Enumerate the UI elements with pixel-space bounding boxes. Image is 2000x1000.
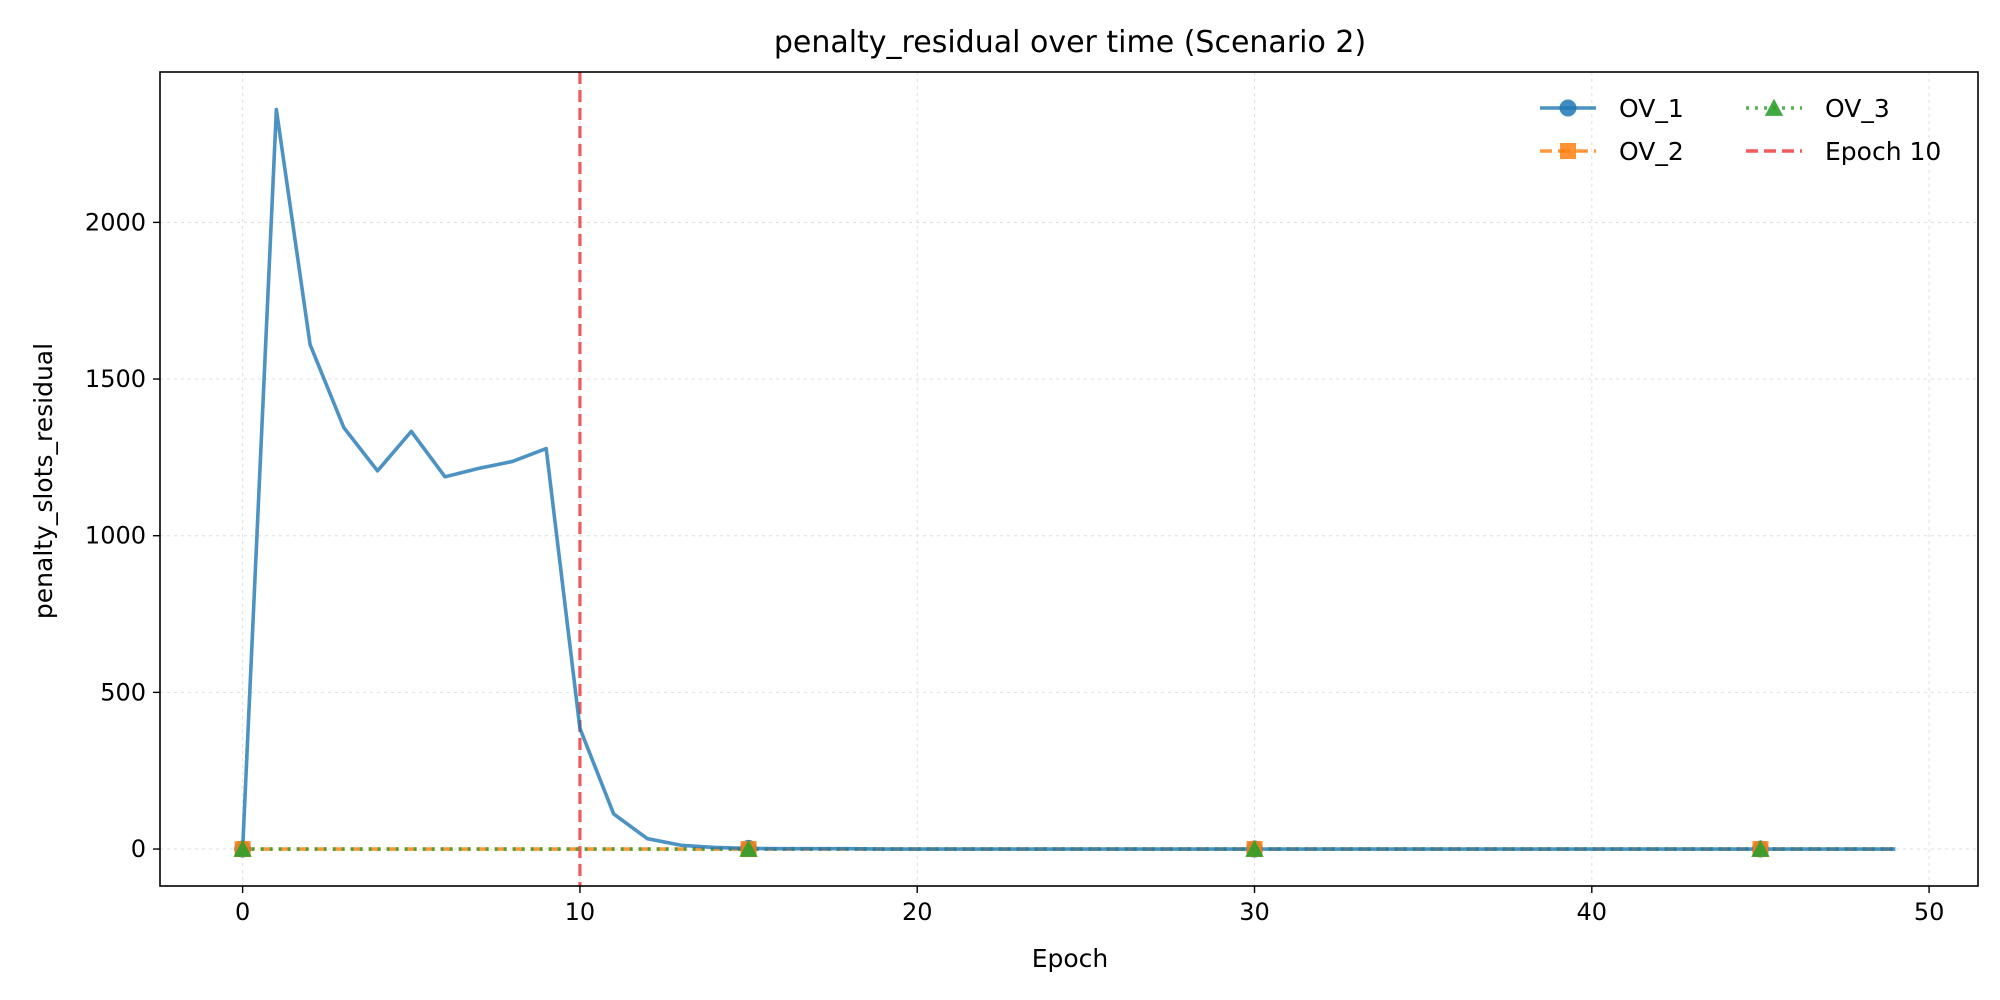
legend-marker-OV_1 (1559, 99, 1577, 117)
y-tick-label-2: 1000 (85, 522, 146, 550)
marker-OV_3-15 (739, 839, 758, 857)
y-tick-label-3: 1500 (85, 365, 146, 393)
x-tick-label-1: 10 (565, 898, 596, 926)
grid (160, 72, 1978, 886)
plot-area (233, 72, 1896, 886)
x-tick-label-3: 30 (1239, 898, 1270, 926)
x-axis-label: Epoch (1032, 944, 1109, 973)
legend-label-OV_2: OV_2 (1619, 137, 1684, 166)
y-tick-label-1: 500 (100, 678, 146, 706)
x-tick-label-4: 40 (1577, 898, 1608, 926)
y-tick-label-4: 2000 (85, 208, 146, 236)
marker-OV_3-30 (1245, 839, 1264, 857)
legend-label-OV_1: OV_1 (1619, 94, 1684, 123)
legend-label-OV_3: OV_3 (1825, 94, 1890, 123)
chart-title: penalty_residual over time (Scenario 2) (774, 25, 1366, 60)
legend-marker-OV_3 (1764, 98, 1784, 116)
x-tick-label-2: 20 (902, 898, 933, 926)
marker-OV_3-0 (233, 839, 252, 857)
legend-label-Epoch 10: Epoch 10 (1825, 137, 1941, 166)
axes-frame (159, 71, 1979, 887)
y-tick-label-0: 0 (131, 835, 146, 863)
x-tick-label-5: 50 (1914, 898, 1945, 926)
x-tick-label-0: 0 (235, 898, 250, 926)
marker-OV_3-45 (1751, 839, 1770, 857)
legend-marker-OV_2 (1560, 143, 1576, 159)
y-axis-label: penalty_slots_residual (29, 343, 58, 619)
legend: OV_1 OV_2 OV_3 Epoch 10 (1540, 94, 1941, 166)
series-line-OV_1 (240, 107, 1896, 851)
